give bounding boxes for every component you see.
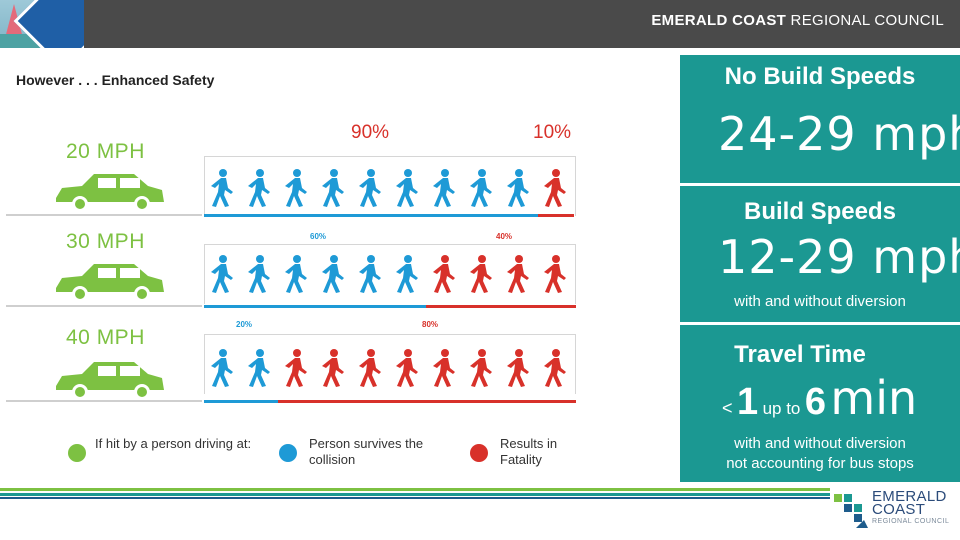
travel-time-panel: Travel Time < 1 up to 6 min with and wit… — [680, 325, 960, 482]
fatal-percent-header: 10% — [533, 122, 572, 143]
brand-rest: REGIONAL COUNCIL — [786, 12, 944, 29]
build-panel: Build Speeds 12-29 mph with and without … — [680, 186, 960, 322]
fatal-bar — [426, 305, 576, 308]
road-line — [6, 214, 202, 216]
no-build-panel: No Build Speeds 24-29 mph — [680, 55, 960, 183]
car-icon — [56, 174, 164, 212]
pedestrian-fatality-icon — [354, 348, 385, 388]
fatal-small-percent: 40% — [496, 232, 513, 241]
pedestrian-survives-icon — [428, 168, 459, 208]
brand-title: EMERALD COAST REGIONAL COUNCIL — [651, 12, 944, 29]
travel-unit: min — [830, 371, 918, 425]
speed-label: 20 MPH — [66, 140, 145, 163]
survive-small-percent: 20% — [236, 320, 253, 329]
car-icon — [56, 264, 164, 302]
header-bar: EMERALD COAST REGIONAL COUNCIL — [0, 0, 960, 48]
build-value: 12-29 mph — [718, 230, 960, 284]
pedestrian-survives-icon — [206, 168, 237, 208]
car-icon — [56, 362, 164, 400]
pedestrian-survives-icon — [243, 348, 274, 388]
pedestrian-survives-icon — [502, 168, 533, 208]
survive-percent-header: 90% — [351, 122, 390, 143]
logo-line-2: COAST — [872, 501, 926, 518]
survive-small-percent: 60% — [310, 232, 327, 241]
survive-bar — [204, 305, 426, 308]
pedestrian-box — [204, 244, 576, 304]
speed-row-30: 30 MPH 60% 40% — [0, 228, 580, 328]
travel-high: 6 — [804, 381, 826, 423]
pedestrian-survives-icon — [243, 168, 274, 208]
legend-green-dot — [68, 444, 86, 462]
pedestrian-fatality-icon — [502, 254, 533, 294]
pedestrian-survives-icon — [280, 254, 311, 294]
no-build-title: No Build Speeds — [724, 63, 916, 90]
legend-red-dot — [470, 444, 488, 462]
speed-row-40: 40 MPH 20% 80% — [0, 318, 580, 418]
travel-less-than: < — [722, 398, 733, 418]
fatal-small-percent: 80% — [422, 320, 439, 329]
speed-label: 30 MPH — [66, 230, 145, 253]
pedestrian-fatality-icon — [539, 168, 570, 208]
travel-value: < 1 up to 6 min — [722, 371, 917, 425]
bottom-rule-teal — [0, 493, 830, 496]
pedestrian-box — [204, 334, 576, 394]
pedestrian-survives-icon — [465, 168, 496, 208]
pedestrian-survives-icon — [354, 254, 385, 294]
legend-blue-dot — [279, 444, 297, 462]
brand-bold: EMERALD COAST — [651, 12, 787, 29]
pedestrian-fatality-icon — [502, 348, 533, 388]
pedestrian-survives-icon — [280, 168, 311, 208]
pedestrian-survives-icon — [317, 168, 348, 208]
travel-title: Travel Time — [734, 341, 866, 368]
pedestrian-survives-icon — [391, 168, 422, 208]
pedestrian-survives-icon — [206, 254, 237, 294]
pedestrian-survives-icon — [243, 254, 274, 294]
pedestrian-box — [204, 156, 576, 216]
pedestrian-survives-icon — [317, 254, 348, 294]
pedestrian-fatality-icon — [539, 254, 570, 294]
fatal-bar — [538, 214, 574, 217]
road-line — [6, 400, 202, 402]
pedestrian-fatality-icon — [465, 254, 496, 294]
travel-up-to: up to — [762, 399, 801, 418]
pedestrian-fatality-icon — [428, 254, 459, 294]
no-build-value: 24-29 mph — [718, 107, 960, 161]
pedestrian-survives-icon — [391, 254, 422, 294]
logo-subtitle: REGIONAL COUNCIL — [872, 518, 950, 525]
travel-note-2: not accounting for bus stops — [726, 455, 914, 472]
pedestrian-survives-icon — [206, 348, 237, 388]
pedestrian-survives-icon — [354, 168, 385, 208]
pedestrian-fatality-icon — [465, 348, 496, 388]
pedestrian-row — [206, 168, 570, 208]
pedestrian-fatality-icon — [391, 348, 422, 388]
pedestrian-fatality-icon — [317, 348, 348, 388]
build-note: with and without diversion — [734, 293, 906, 310]
survive-bar — [204, 214, 538, 217]
bottom-rule-green — [0, 488, 830, 491]
road-line — [6, 305, 202, 307]
logo-mark-icon — [834, 494, 868, 528]
build-title: Build Speeds — [743, 198, 897, 225]
fatal-bar — [278, 400, 576, 403]
pedestrian-fatality-icon — [539, 348, 570, 388]
legend-driving: If hit by a person driving at: — [95, 436, 252, 451]
pedestrian-fatality-icon — [428, 348, 459, 388]
legend-survives: Person survives the collision — [309, 436, 424, 467]
speed-label: 40 MPH — [66, 326, 145, 349]
travel-note-1: with and without diversion — [734, 435, 906, 452]
survive-bar — [204, 400, 278, 403]
pedestrian-row — [206, 348, 570, 388]
logo-line-1: EMERALD — [872, 488, 947, 505]
bottom-rule-blue — [0, 497, 830, 499]
council-logo: EMERALD COAST REGIONAL COUNCIL — [832, 488, 960, 540]
travel-low: 1 — [736, 381, 759, 423]
pedestrian-fatality-icon — [280, 348, 311, 388]
logo-text: EMERALD COAST — [872, 488, 947, 518]
header-photo — [0, 0, 84, 48]
pedestrian-row — [206, 254, 570, 294]
speed-row-20: 20 MPH — [0, 130, 580, 230]
slide-title: However . . . Enhanced Safety — [16, 72, 215, 88]
legend-fatality: Results in Fatality — [500, 436, 558, 467]
